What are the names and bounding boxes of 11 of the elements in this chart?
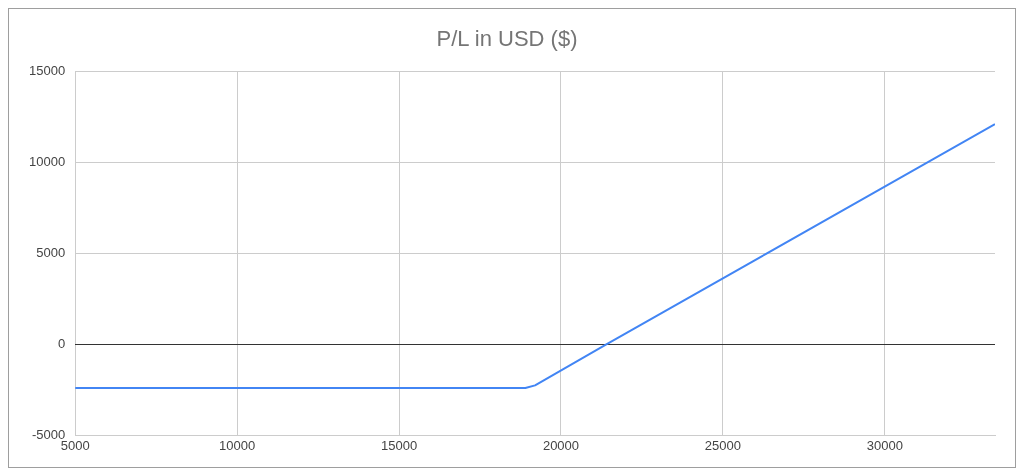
chart-title: P/L in USD ($)	[436, 26, 578, 52]
x-tick-label: 25000	[704, 437, 742, 453]
y-tick-label: -5000	[31, 426, 66, 442]
x-tick-label: 15000	[380, 437, 418, 453]
x-tick-label: 20000	[542, 437, 580, 453]
y-tick-label: 0	[57, 335, 66, 351]
x-tick-label: 30000	[866, 437, 903, 453]
y-tick-label: 10000	[28, 153, 66, 169]
y-tick-label: 5000	[36, 244, 66, 260]
x-tick-label: 10000	[219, 437, 256, 453]
y-tick-label: 15000	[28, 62, 66, 78]
